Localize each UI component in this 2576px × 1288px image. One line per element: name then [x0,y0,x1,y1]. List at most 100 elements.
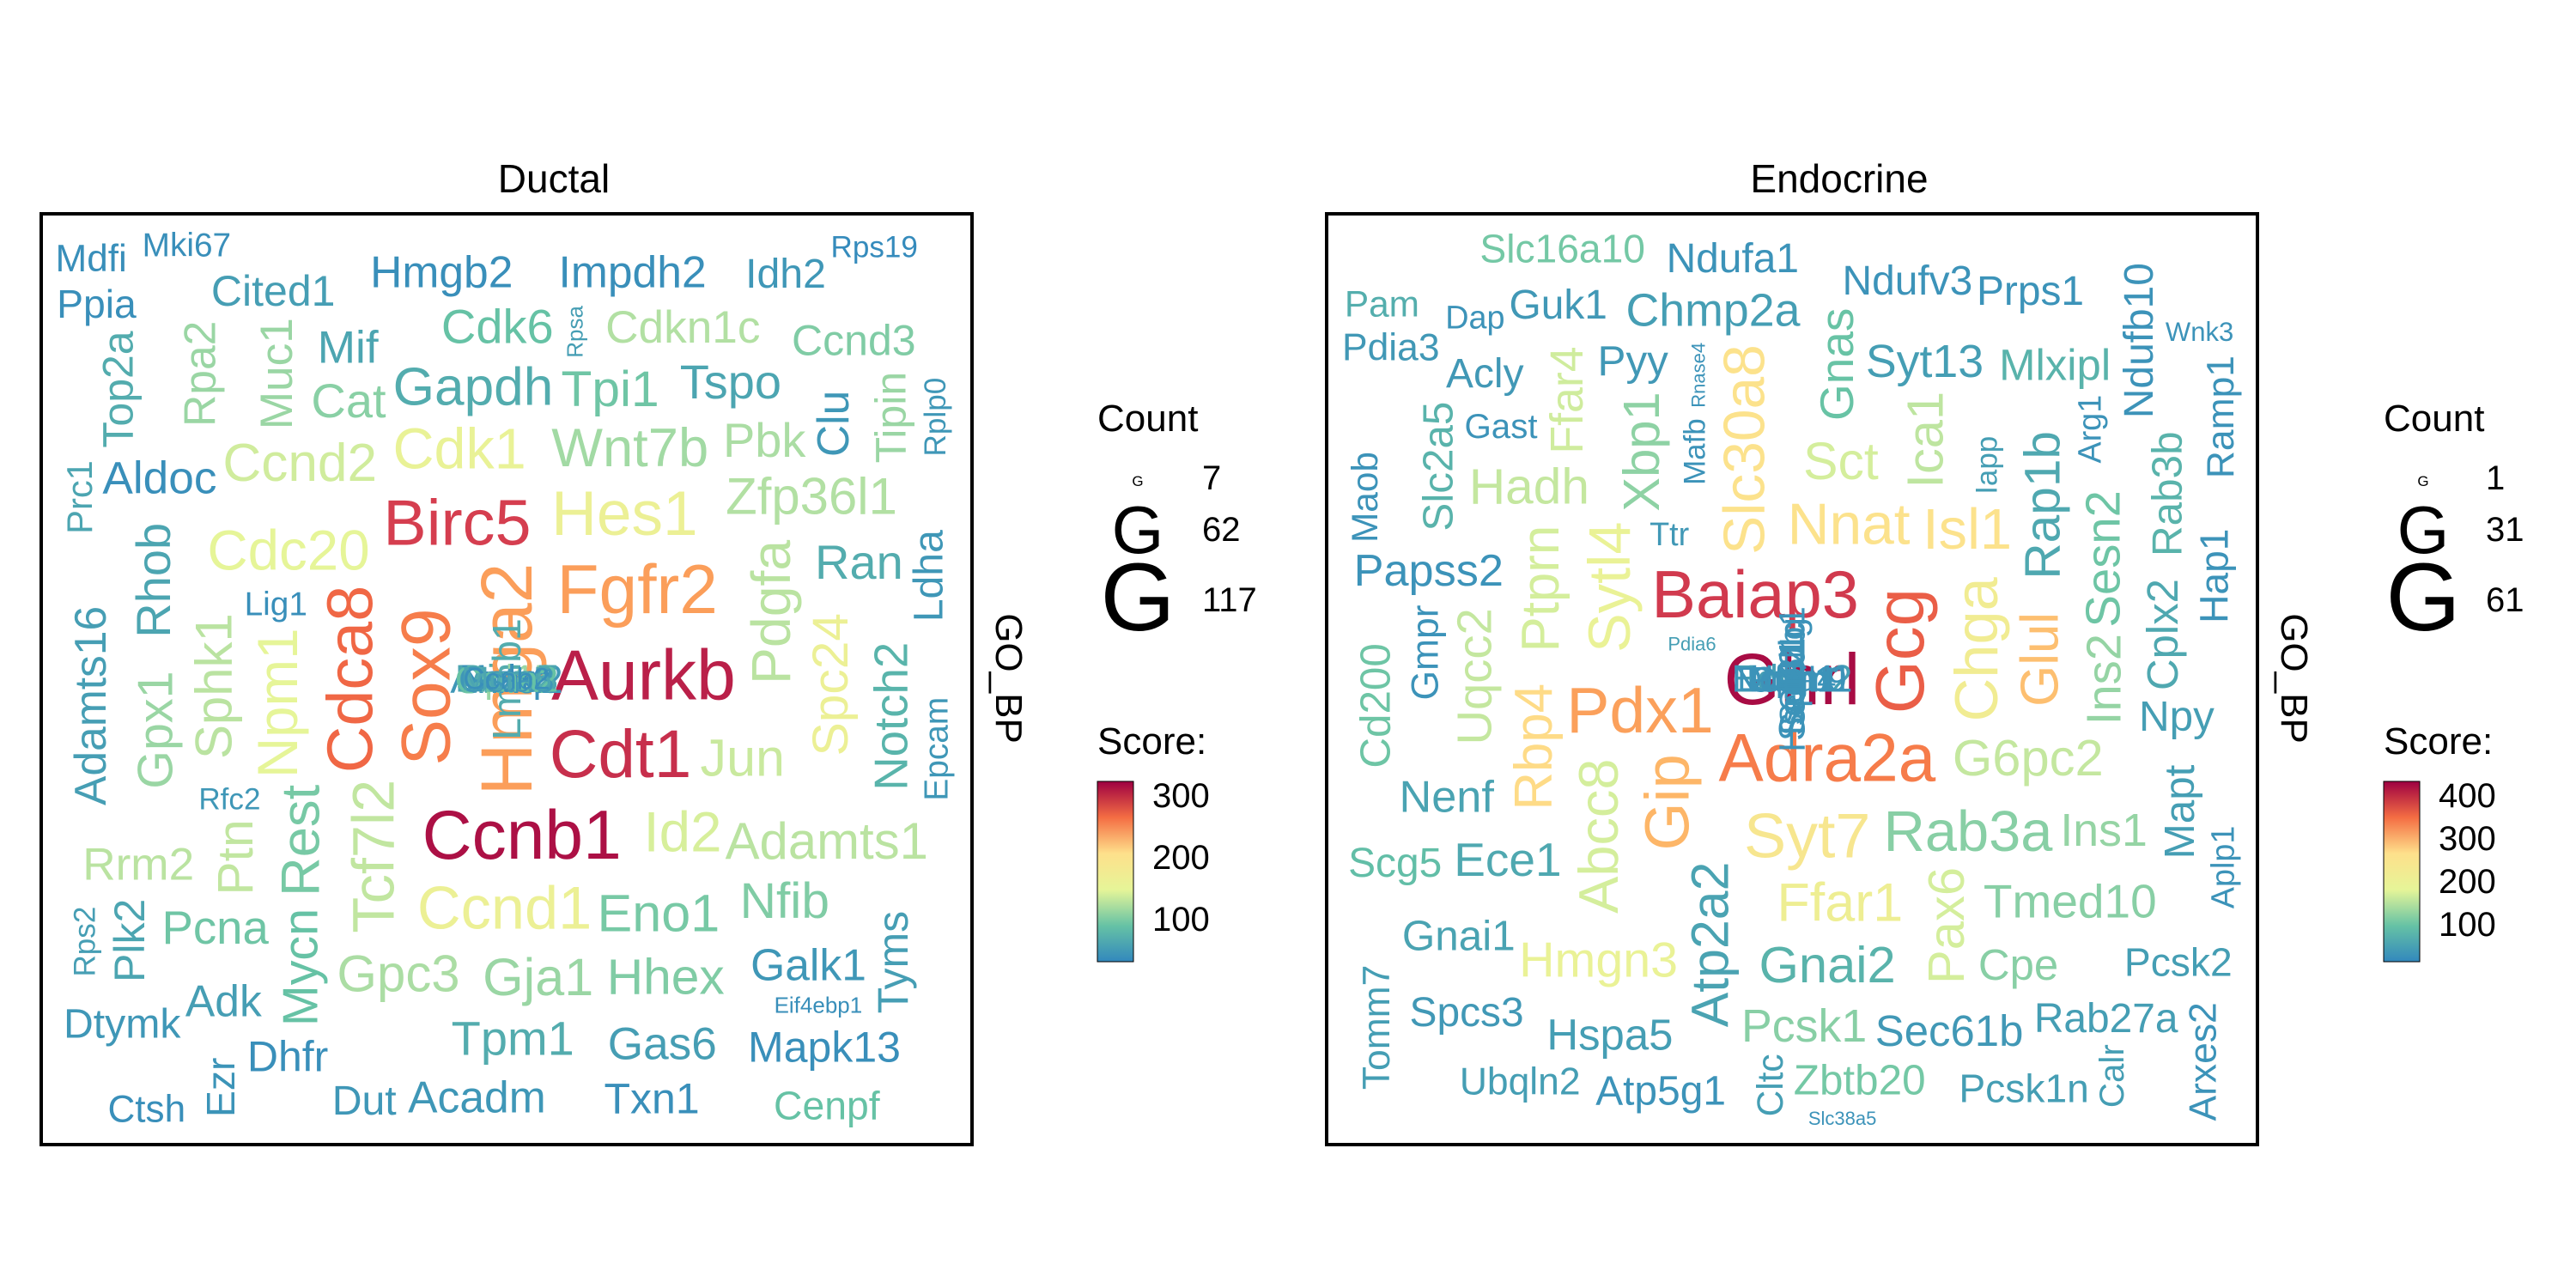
ductal-word-ldha: Ldha [906,530,952,622]
ductal-word-pbk: Pbk [723,413,806,467]
endocrine-word-arxes2: Arxes2 [2183,1002,2225,1121]
ductal-word-nrarp: Nrarp [459,659,554,701]
endocrine-word-baiap3: Baiap3 [1651,558,1859,632]
endocrine-word-sytl4: Sytl4 [1577,521,1643,653]
endocrine-word-rab3a: Rab3a [1884,800,2054,864]
ductal-word-mcm6: Mcm6 [458,659,555,700]
endocrine-word-sdf2l1: Sdf2l1 [1774,633,1810,725]
endocrine-word-ubqln2: Ubqln2 [1460,1060,1581,1103]
ductal-word-rplp0: Rplp0 [919,378,952,457]
ductal-panel: Ductal Hmga2 Aurkb Sox9 Ccnb1 Fgfr2 Cdt1 Cdca8… [39,156,1257,1146]
ductal-size-key-glyph-small: G [1132,473,1143,489]
endocrine-word-prps1: Prps1 [1977,269,2084,314]
ductal-word-cdt1: Cdt1 [550,716,692,792]
endocrine-word-rbp4: Rbp4 [1504,683,1564,811]
endocrine-word-ins1: Ins1 [2060,805,2147,856]
ductal-color-legend: Score: 300 200 100 [1097,720,1210,963]
endocrine-word-slc2a5: Slc2a5 [1414,402,1461,532]
ductal-word-epcam: Epcam [919,697,956,801]
endocrine-size-key-value-large: 61 [2486,581,2524,619]
endocrine-word-ghrl: Ghrl [1724,639,1861,720]
endocrine-word-cltc: Cltc [1750,1054,1790,1116]
ductal-word-mif: Mif [318,323,379,374]
ductal-word-adk: Adk [185,976,262,1026]
endocrine-word-gip: Gip [1634,754,1703,850]
ductal-word-adamts16: Adamts16 [65,606,115,805]
ductal-size-key-value-large: 117 [1202,581,1257,619]
endocrine-word-arg1: Arg1 [2072,395,2108,464]
endocrine-word-slc30a8: Slc30a8 [1713,344,1777,555]
endocrine-word-adra2a: Adra2a [1719,720,1936,795]
ductal-word-txn1: Txn1 [605,1074,700,1122]
endocrine-size-legend: Count G 1 G 31 G 61 [2384,398,2524,651]
ductal-word-ptn: Ptn [208,819,264,895]
endocrine-word-pcsk2: Pcsk2 [2124,940,2233,985]
endocrine-word-rab27a: Rab27a [2034,996,2178,1042]
ductal-word-mcm7: Mcm7 [455,659,558,701]
endocrine-word-pcsk1: Pcsk1 [1741,1000,1867,1052]
endocrine-size-key-value-small: 1 [2486,459,2505,497]
ductal-word-rrm2: Rrm2 [82,840,194,890]
ductal-word-galk1: Galk1 [750,939,866,989]
ductal-word-notch2: Notch2 [865,642,917,791]
endocrine-color-legend: Score: 400 300 200 100 [2383,720,2496,963]
ductal-size-legend: Count G 7 G 62 G 117 [1097,398,1257,651]
endocrine-word-dnajb9: Dnajb9 [1737,660,1847,699]
ductal-word-smc4: Smc4 [456,657,557,702]
ductal-word-ccna2: Ccna2 [455,659,559,700]
endocrine-word-cpe: Cpe [1978,940,2058,989]
ductal-word-aldoc: Aldoc [102,453,216,503]
ductal-word-rpl17: Rpl17 [457,659,556,701]
endocrine-color-legend-title: Score: [2384,720,2493,762]
endocrine-word-hspa5: Hspa5 [1546,1010,1673,1059]
ductal-word-fgfr2: Fgfr2 [556,551,717,629]
ductal-word-lig1: Lig1 [245,586,307,623]
endocrine-word-sesn2: Sesn2 [2076,490,2130,627]
endocrine-word-pdia6: Pdia6 [1668,634,1716,655]
ductal-word-spc24: Spc24 [803,613,859,756]
ductal-word-ezr: Ezr [198,1058,243,1117]
ductal-word-idh2: Idh2 [745,251,826,297]
ductal-word-cat: Cat [311,374,386,428]
ductal-word-jun: Jun [701,729,786,787]
ductal-word-gsta3: Gsta3 [459,659,554,700]
endocrine-word-pyy: Pyy [1598,337,1669,385]
ductal-word-tpm1: Tpm1 [452,1012,574,1066]
ductal-word-cdc20: Cdc20 [207,519,369,582]
endocrine-word-gnas: Gnas [1810,308,1863,421]
endocrine-size-key-value-medium: 31 [2486,511,2524,549]
ductal-plot-border [39,212,974,1146]
endocrine-word-pcsk1n: Pcsk1n [1959,1066,2088,1111]
endocrine-word-sct: Sct [1803,432,1879,490]
endocrine-strip-label: GO_BP [2273,613,2315,744]
endocrine-word-sec11c: Sec11c [1773,623,1812,735]
endocrine-word-ndufv3: Ndufv3 [1843,258,1973,304]
ductal-word-gja1: Gja1 [483,948,593,1006]
endocrine-word-xbp1: Xbp1 [1613,392,1670,511]
ductal-word-mcm3: Mcm3 [455,659,558,701]
endocrine-word-pax6: Pax6 [1917,867,1975,984]
endocrine-word-cplx2: Cplx2 [2138,579,2187,690]
ductal-size-key-value-medium: 62 [1202,511,1241,549]
ductal-size-legend-title: Count [1097,398,1198,440]
endocrine-word-pdia4: Pdia4 [1747,660,1836,699]
ductal-word-rpsa: Rpsa [562,306,588,358]
ductal-title: Ductal [498,156,610,201]
endocrine-word-maob: Maob [1345,452,1385,543]
ductal-word-tpi1: Tpi1 [562,361,659,417]
endocrine-colorbar [2383,781,2421,963]
endocrine-word-iapp: Iapp [1970,436,2003,495]
ductal-word-gpc3: Gpc3 [337,945,459,1003]
endocrine-word-hap1: Hap1 [2192,528,2237,623]
ductal-word-ccnd2: Ccnd2 [222,434,377,493]
ductal-word-prc1: Prc1 [59,460,100,534]
ductal-word-rfc2: Rfc2 [198,783,260,817]
endocrine-word-tomm7: Tomm7 [1356,965,1398,1091]
endocrine-word-rab3b: Rab3b [2144,431,2191,556]
endocrine-colorbar-tick-300: 300 [2439,820,2496,858]
ductal-word-tipin: Tipin [866,372,914,464]
ductal-word-rps2: Rps2 [69,907,102,977]
endocrine-word-glul: Glul [2011,612,2070,707]
endocrine-word-pdia3: Pdia3 [1342,327,1440,369]
